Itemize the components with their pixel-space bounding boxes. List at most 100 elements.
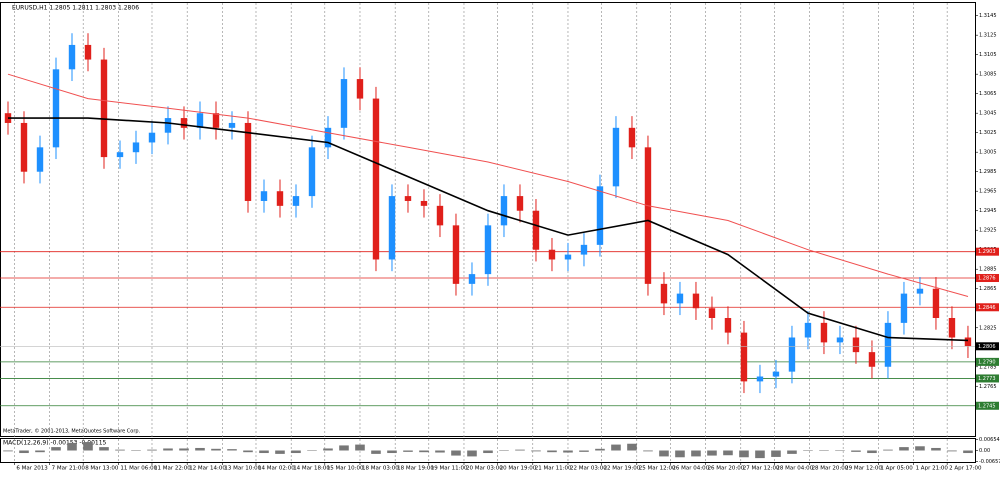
level-box xyxy=(976,357,999,366)
macd-bar xyxy=(851,450,861,452)
candle-body xyxy=(756,376,764,382)
candle-body xyxy=(868,352,876,367)
y-tick-label: 1.3025 xyxy=(979,130,997,136)
macd-bar xyxy=(803,450,813,451)
level-label: 1.2745 xyxy=(978,403,996,409)
macd-bar xyxy=(195,447,205,451)
y-tick-label: 1.2945 xyxy=(979,208,997,214)
candle-body xyxy=(356,79,364,99)
level-box xyxy=(976,401,999,410)
level-label: 1.2903 xyxy=(978,249,996,255)
macd-bar xyxy=(227,449,237,451)
candle-body xyxy=(260,191,268,201)
x-tick-label: 28 Mar 20:00 xyxy=(812,466,849,472)
macd-bar xyxy=(163,448,173,451)
candle-body xyxy=(212,113,220,128)
macd-bar xyxy=(51,447,61,451)
x-tick-label: 28 Mar 04:00 xyxy=(776,466,813,472)
macd-bar xyxy=(307,450,317,451)
candle-body xyxy=(532,210,540,250)
x-tick-label: 21 Mar 11:00 xyxy=(535,466,572,472)
macd-bar xyxy=(147,449,157,451)
candle-body xyxy=(324,127,332,148)
candle-body xyxy=(276,191,284,206)
x-tick-label: 7 Mar 21:00 xyxy=(52,466,86,472)
candle-body xyxy=(564,254,572,260)
candle-body xyxy=(772,371,780,377)
candle-body xyxy=(196,113,204,128)
x-tick-label: 26 Mar 04:00 xyxy=(672,466,709,472)
x-tick-label: 1 Apr 05:00 xyxy=(880,466,913,472)
candle-body xyxy=(372,98,380,260)
x-tick-label: 14 Mar 18:00 xyxy=(293,466,330,472)
y-tick-label: 1.2785 xyxy=(979,364,997,370)
y-tick-label: 1.2825 xyxy=(979,325,997,331)
macd-bar xyxy=(755,450,765,459)
level-box xyxy=(976,374,999,383)
candle-body xyxy=(804,322,812,338)
candle-body xyxy=(404,196,412,201)
macd-bar xyxy=(915,446,925,451)
macd-bar xyxy=(467,450,477,457)
macd-bar xyxy=(675,450,685,458)
y-tick-label: 1.3065 xyxy=(979,91,997,97)
footer: MetaTrader, © 2001-2013, MetaQuotes Soft… xyxy=(3,428,141,435)
moving-average xyxy=(8,117,969,342)
x-tick-label: 18 Mar 03:00 xyxy=(362,466,399,472)
candle-body xyxy=(500,196,508,226)
macd-label: MACD(12,26,9) -0.00153 -0.00115 xyxy=(3,440,107,447)
x-tick-label: 20 Mar 19:00 xyxy=(500,466,537,472)
candle-body xyxy=(516,196,524,211)
macd-bar xyxy=(179,448,189,451)
candle-body xyxy=(484,225,492,275)
candle-body xyxy=(852,337,860,353)
macd-bar xyxy=(339,445,349,451)
level-label: 1.2790 xyxy=(978,359,996,365)
candle-body xyxy=(468,274,476,284)
macd-bar xyxy=(83,442,93,451)
candle-body xyxy=(228,122,236,128)
macd-bar xyxy=(387,450,397,454)
candle-body xyxy=(340,79,348,128)
candle-body xyxy=(644,147,652,284)
candle-body xyxy=(100,59,108,158)
macd-bar xyxy=(259,450,269,454)
macd-bar xyxy=(643,450,653,452)
y-tick-label: 1.3105 xyxy=(979,52,997,58)
macd-bar xyxy=(723,450,733,456)
macd-bar xyxy=(899,447,909,451)
macd-tick-label: 0.00 xyxy=(979,448,990,454)
macd-bar xyxy=(787,450,797,454)
candle-body xyxy=(948,317,956,338)
x-tick-label: 25 Mar 12:00 xyxy=(639,466,676,472)
candle-body xyxy=(244,122,252,201)
candle-body xyxy=(580,244,588,255)
macd-bar xyxy=(291,450,301,454)
macd-bar xyxy=(115,449,125,451)
candle-body xyxy=(612,127,620,187)
x-tick-label: 6 Mar 2013 xyxy=(16,466,48,472)
macd-bar xyxy=(627,443,637,451)
chart-title: EURUSD,H1 1.2805 1.2811 1.2803 1.2806 xyxy=(12,5,139,12)
macd-bar xyxy=(739,450,749,458)
macd-bar xyxy=(403,450,413,452)
moving-average xyxy=(7,73,969,297)
x-tick-label: 22 Mar 03:00 xyxy=(570,466,607,472)
x-tick-label: 22 Mar 19:00 xyxy=(604,466,641,472)
x-tick-label: 29 Mar 12:00 xyxy=(845,466,882,472)
candle-body xyxy=(292,196,300,206)
x-tick-label: 8 Mar 13:00 xyxy=(85,466,119,472)
candle-body xyxy=(836,337,844,343)
candle-body xyxy=(436,205,444,226)
candle-body xyxy=(932,288,940,318)
x-tick-label: 12 Mar 14:00 xyxy=(189,466,226,472)
candle-body xyxy=(4,113,12,123)
candle-body xyxy=(820,322,828,343)
x-tick-label: 11 Mar 06:00 xyxy=(120,466,157,472)
macd-bar xyxy=(963,450,973,454)
x-tick-label: 11 Mar 22:00 xyxy=(154,466,191,472)
macd-bar xyxy=(355,444,365,451)
candle-body xyxy=(388,196,396,260)
candle-body xyxy=(660,283,668,304)
